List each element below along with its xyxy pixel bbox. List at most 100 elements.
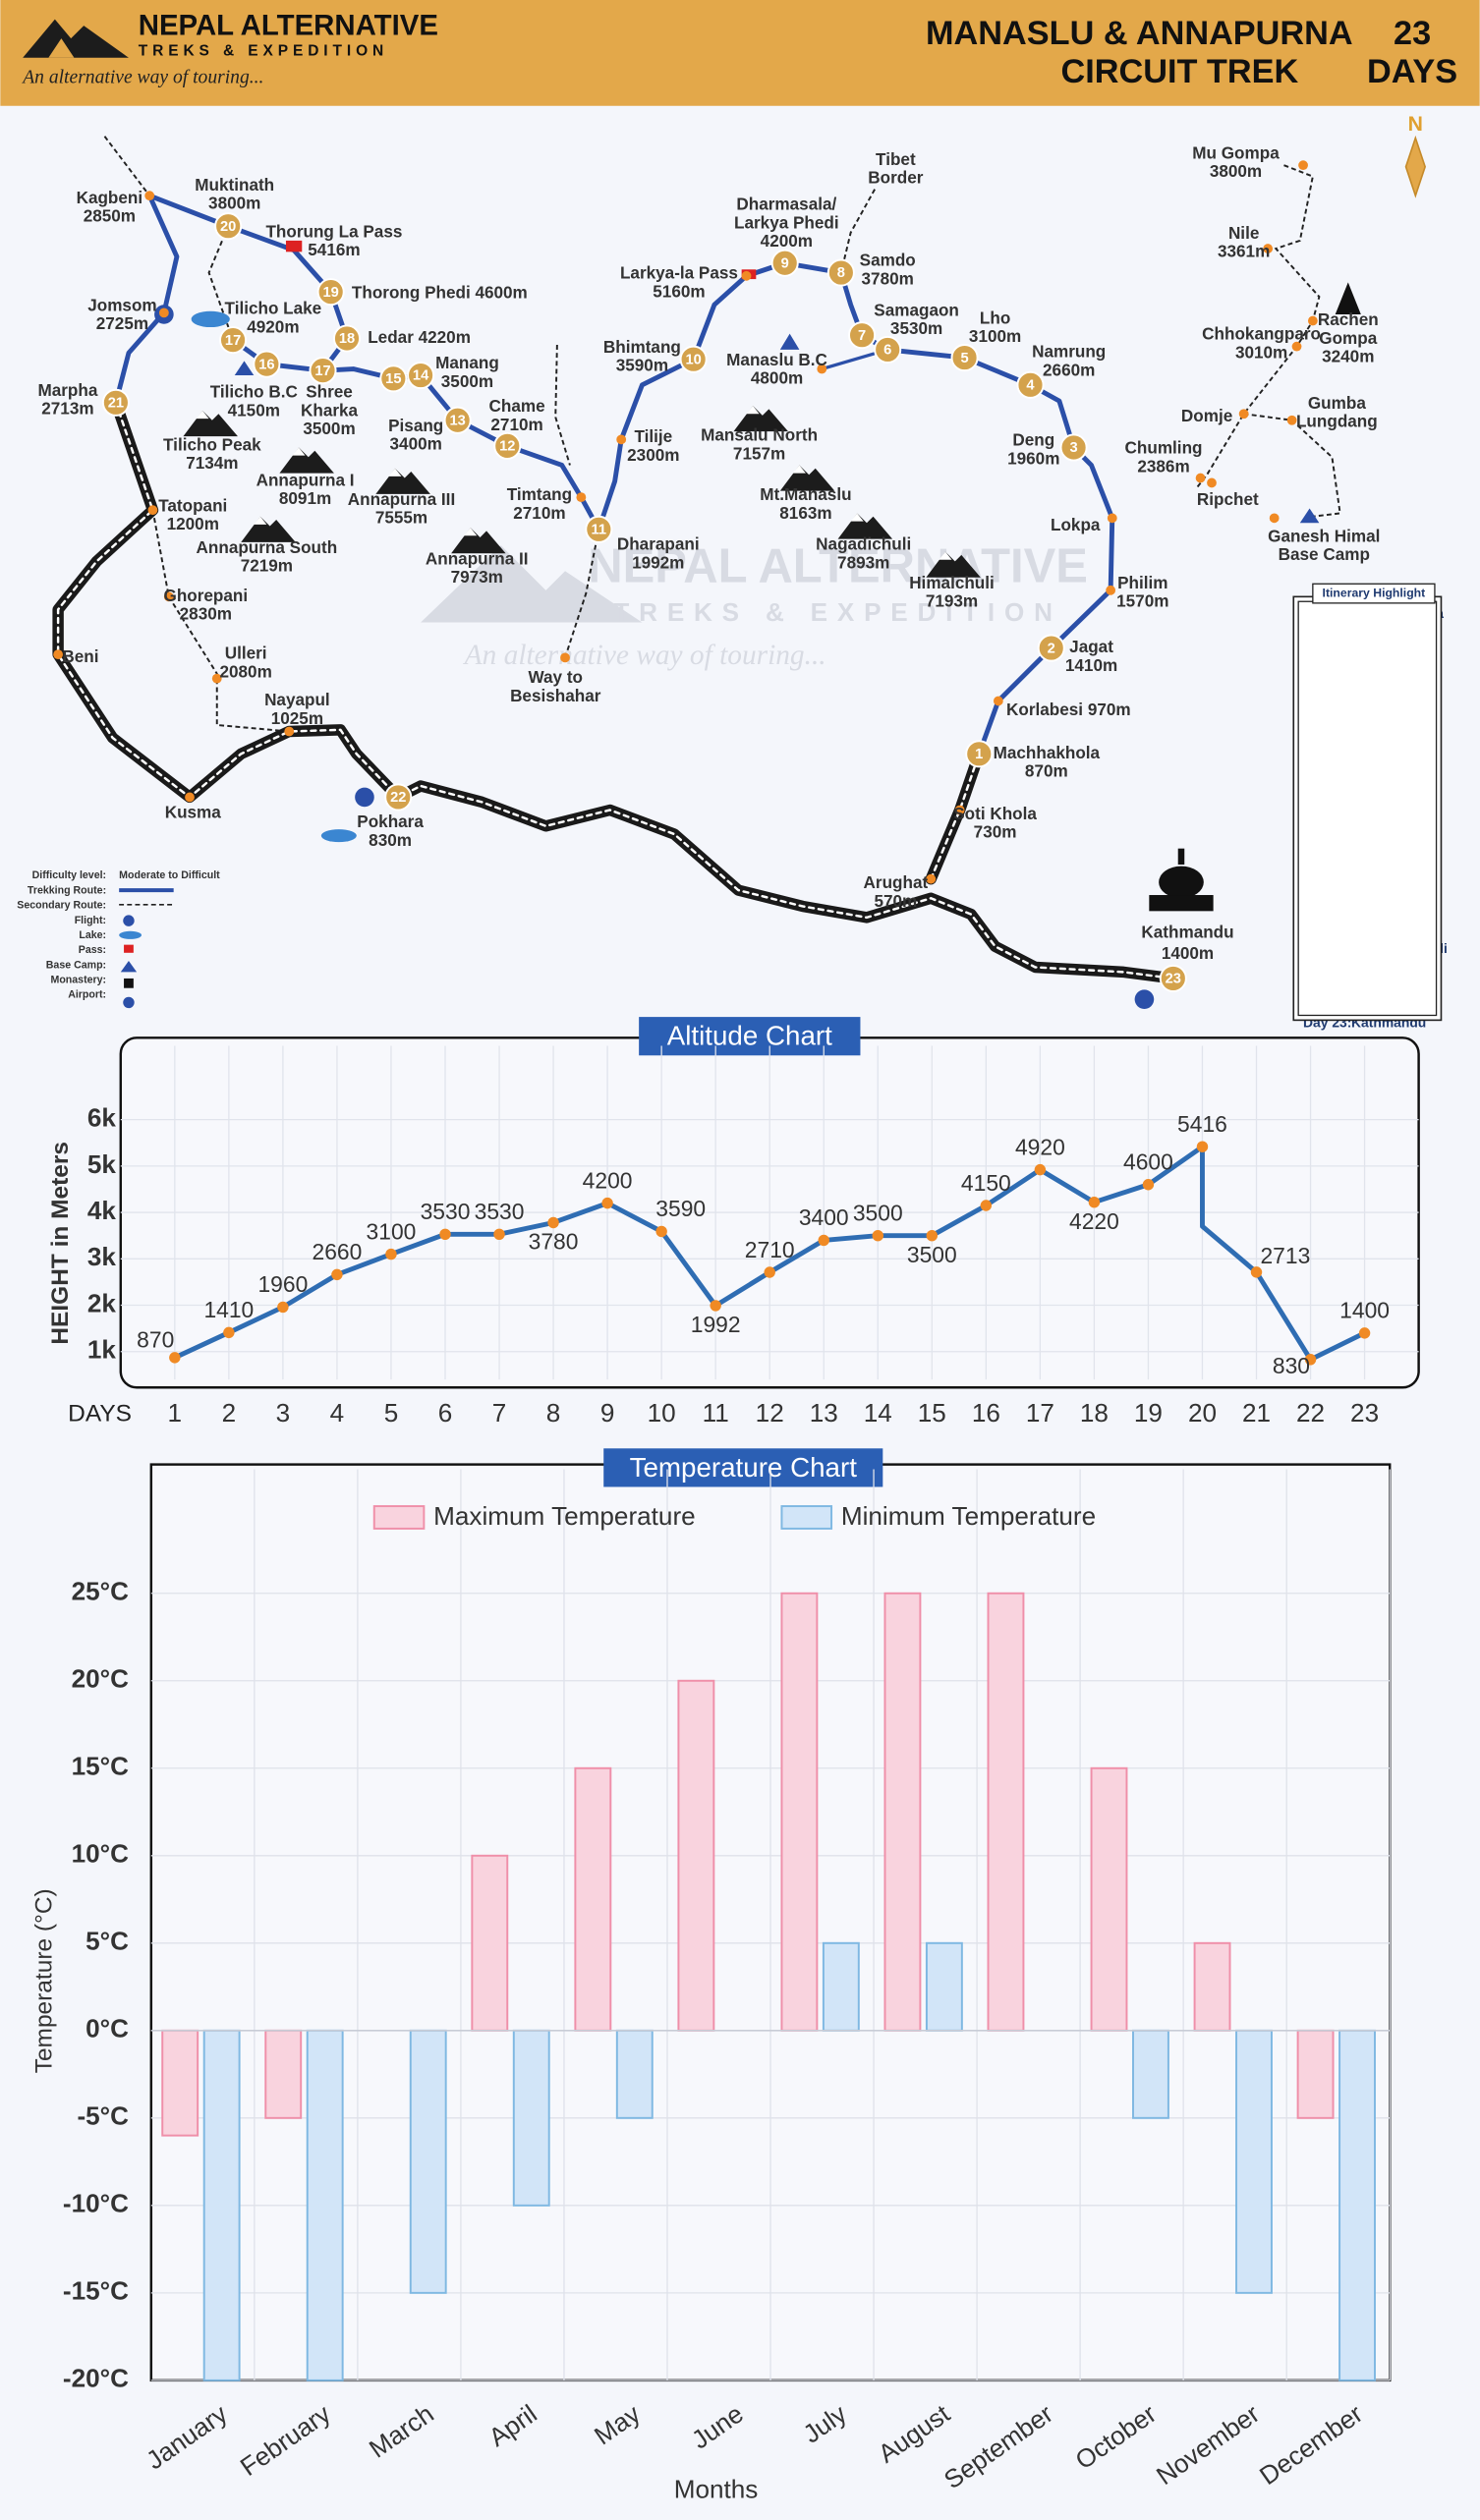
monastery: [1335, 282, 1361, 314]
x-axis-label: Months: [674, 2474, 759, 2503]
value-label: 1992: [691, 1312, 741, 1337]
place-label: 2710m: [490, 415, 542, 434]
chart-title: Altitude Chart: [667, 1021, 832, 1051]
place-label: Muktinath: [195, 175, 274, 195]
place-label: 5160m: [653, 281, 705, 301]
value-label: 3780: [529, 1229, 579, 1255]
value-label: 3500: [907, 1242, 957, 1267]
place-label: Beni: [62, 646, 98, 666]
place-label: Tibet: [876, 149, 916, 169]
legend-value: Moderate to Difficult: [119, 869, 220, 881]
mountain-snow: [850, 513, 864, 522]
place-dot: [1207, 477, 1217, 488]
logo-notch: [48, 38, 75, 58]
header-band: [0, 0, 1480, 106]
mountain-icon: [733, 406, 788, 432]
place-label: Korlabesi 970m: [1006, 700, 1131, 719]
place-label: 730m: [974, 822, 1017, 842]
value-label: 3530: [475, 1199, 525, 1224]
altitude-point: [764, 1266, 775, 1278]
temperature-bar: [471, 1854, 509, 2032]
y-tick-label: 0°C: [85, 2014, 129, 2044]
y-tick-label: 3k: [87, 1242, 117, 1271]
place-dot: [1298, 160, 1308, 171]
secondary-route: [103, 136, 150, 196]
place-label: Philim: [1117, 573, 1167, 592]
legend-swatch: [372, 1505, 426, 1530]
secondary-route: [1243, 413, 1341, 518]
mountain-icon: [241, 516, 296, 542]
brand: NEPAL ALTERNATIVE: [139, 10, 438, 42]
place-label: Mu Gompa: [1192, 142, 1280, 162]
altitude-point: [601, 1197, 613, 1209]
place-dot: [1238, 409, 1249, 420]
altitude-point: [1034, 1163, 1047, 1176]
place-label: 7973m: [451, 567, 503, 587]
legend-label: Flight:: [75, 915, 106, 926]
day-marker-label: 18: [339, 331, 355, 347]
place-dot: [284, 726, 295, 737]
temperature-bar: [822, 1941, 860, 2032]
day-marker: [384, 783, 413, 812]
legend-label: Lake:: [79, 929, 106, 941]
base-camp: [1299, 508, 1320, 524]
place-label: 5416m: [308, 240, 360, 259]
day-marker-label: 22: [390, 790, 406, 806]
day-marker-label: 5: [960, 351, 968, 366]
place-label: Soti Khola: [953, 804, 1037, 823]
mountain-snow: [464, 528, 478, 536]
place-label: Ganesh Himal: [1268, 526, 1380, 545]
place-dot: [147, 505, 158, 516]
mountain-icon: [779, 465, 835, 491]
temperature-bar: [1296, 2029, 1335, 2119]
title-line: MANASLU & ANNAPURNA: [926, 15, 1353, 52]
day-marker: [316, 278, 345, 307]
y-tick-label: 2k: [87, 1288, 117, 1317]
altitude-point: [547, 1216, 559, 1229]
place-label: Deng: [1012, 430, 1054, 450]
place-label: 3361m: [1218, 242, 1270, 261]
mountain-icon: [837, 513, 893, 539]
place-dot: [817, 364, 827, 374]
place-label: Himalchuli: [909, 573, 995, 592]
temperature-bar: [883, 1592, 922, 2032]
value-label: 3500: [853, 1201, 903, 1226]
legend-swatch: [780, 1505, 833, 1530]
place-label: Gumba: [1308, 393, 1366, 413]
place-label: Thorung La Pass: [265, 221, 402, 241]
day-marker-label: 14: [413, 368, 429, 384]
place-label: Tilije: [634, 426, 672, 446]
place-label: 2386m: [1137, 456, 1189, 476]
place-label: Larkya Phedi: [734, 212, 839, 232]
place-dot: [1269, 513, 1280, 524]
x-tick-label: 16: [972, 1398, 1000, 1428]
place-dot: [1107, 513, 1117, 524]
place-label: 3500m: [303, 419, 355, 438]
place-label: 4150m: [228, 400, 280, 420]
x-tick-label: 20: [1188, 1398, 1217, 1428]
day-marker: [493, 431, 522, 460]
day-marker: [1016, 370, 1045, 399]
place-label: Thorong Phedi 4600m: [352, 282, 528, 302]
day-marker: [770, 249, 799, 277]
x-tick-label: 21: [1242, 1398, 1271, 1428]
value-label: 1960: [257, 1271, 308, 1297]
temperature-bar: [1132, 2029, 1169, 2119]
title-line: CIRCUIT TREK: [1060, 53, 1298, 90]
y-axis-label: HEIGHT in Meters: [47, 1142, 74, 1345]
day-marker: [826, 258, 855, 287]
place-label: Machhakhola: [994, 743, 1101, 762]
altitude-point: [493, 1228, 505, 1240]
place-label: Tilicho Peak: [163, 434, 261, 454]
place-label: Dharapani: [617, 534, 700, 554]
place-dot: [926, 873, 937, 884]
place-label: Base Camp: [1279, 544, 1370, 564]
legend-label: Secondary Route:: [17, 900, 106, 912]
day-marker: [679, 345, 708, 373]
mountain-snow: [196, 410, 209, 420]
mountain-snow: [254, 516, 267, 525]
place-label: 3500m: [441, 371, 493, 391]
watermark: NEPAL ALTERNATIVE TREKS & EXPEDITION An …: [421, 540, 1088, 671]
day-marker: [253, 350, 281, 378]
place-dot: [1291, 341, 1302, 352]
